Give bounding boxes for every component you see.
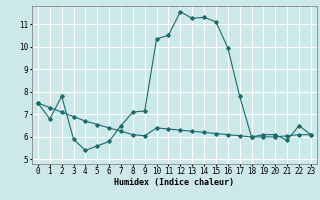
- X-axis label: Humidex (Indice chaleur): Humidex (Indice chaleur): [115, 178, 234, 187]
